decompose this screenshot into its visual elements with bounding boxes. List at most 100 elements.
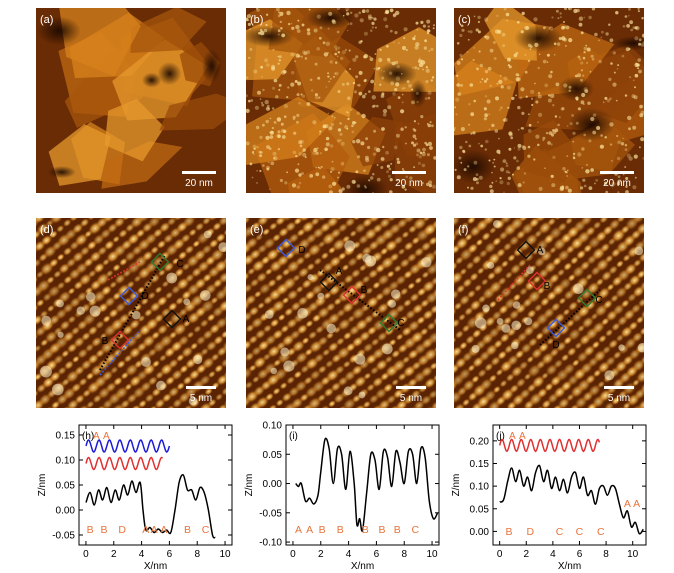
site-marker-label: C <box>176 259 183 270</box>
y-tick-label: 0.10 <box>470 482 490 493</box>
x-tick-label: 6 <box>167 549 173 560</box>
site-marker <box>319 272 339 292</box>
y-tick-label: -0.10 <box>259 538 282 549</box>
y-tick-label: 0.00 <box>263 479 283 490</box>
x-tick-label: 4 <box>139 549 145 560</box>
site-label: B <box>378 524 385 536</box>
y-tick-label: 0.00 <box>56 506 76 517</box>
x-tick-label: 8 <box>401 549 407 560</box>
site-marker <box>516 240 536 260</box>
site-label: B <box>101 524 108 536</box>
site-marker <box>546 318 566 338</box>
site-marker <box>527 271 547 291</box>
site-marker-label: A <box>183 314 190 325</box>
site-label: A <box>509 431 516 442</box>
site-label: A <box>142 524 149 536</box>
site-label: C <box>412 524 420 536</box>
site-label: A <box>93 431 100 442</box>
y-tick-label: 0.15 <box>470 459 490 470</box>
x-tick-label: 0 <box>83 549 89 560</box>
site-label: A <box>295 524 302 536</box>
site-marker <box>276 238 296 258</box>
site-marker <box>379 313 399 333</box>
x-axis-label: X/nm <box>144 561 167 572</box>
panel-label: (f) <box>458 224 468 236</box>
site-label: A <box>151 524 158 536</box>
plot-frame <box>285 424 440 546</box>
profile-line <box>99 254 166 371</box>
afm-panel-c <box>454 8 644 193</box>
y-tick-label: 0.05 <box>56 481 76 492</box>
panel-label: (a) <box>40 14 53 26</box>
profile-series <box>85 456 164 471</box>
site-label: D <box>526 526 534 538</box>
scale-bar-label: 20 nm <box>603 178 631 189</box>
scale-bar-label: 5 nm <box>190 393 212 404</box>
x-tick-label: 8 <box>194 549 200 560</box>
scale-bar <box>604 386 634 389</box>
x-tick-label: 6 <box>577 549 583 560</box>
site-label: A <box>624 498 631 510</box>
profile-line <box>497 264 531 301</box>
site-label: B <box>394 524 401 536</box>
chart-2: 0 2 4 6 8 100.000.050.100.150.20X/nmZ/nm(j) A A… <box>451 424 647 572</box>
site-label: B <box>319 524 326 536</box>
scale-bar <box>182 171 216 174</box>
site-label: C <box>202 524 210 536</box>
afm-panel-a <box>36 8 226 193</box>
panel-label: (b) <box>250 14 263 26</box>
x-tick-label: 2 <box>523 549 529 560</box>
plot-frame <box>492 424 647 546</box>
site-marker-label: D <box>298 245 305 256</box>
panel-label: (h) <box>82 431 94 442</box>
y-tick-label: -0.05 <box>259 508 282 519</box>
y-axis-label: Z/nm <box>244 474 255 497</box>
site-label: A <box>160 524 167 536</box>
y-axis-label: Z/nm <box>451 474 462 497</box>
x-tick-label: 8 <box>603 549 609 560</box>
x-tick-label: 0 <box>290 549 296 560</box>
site-marker <box>342 285 362 305</box>
site-label: A <box>103 431 110 442</box>
y-tick-label: 0.05 <box>470 504 490 515</box>
site-marker-label: A <box>537 245 544 256</box>
site-label: B <box>362 524 369 536</box>
x-tick-label: 4 <box>346 549 352 560</box>
site-marker-label: D <box>141 291 148 302</box>
y-tick-label: 0.05 <box>263 450 283 461</box>
profile-series <box>85 473 216 539</box>
y-tick-label: 0.10 <box>263 421 283 432</box>
profile-series <box>295 437 439 532</box>
afm-panel-b <box>246 8 436 193</box>
scale-bar <box>392 171 426 174</box>
y-tick-label: 0.20 <box>470 436 490 447</box>
y-tick-label: 0.10 <box>56 456 76 467</box>
afm-panel-e <box>246 218 436 408</box>
profile-series <box>498 438 601 453</box>
scale-bar-label: 20 nm <box>395 178 423 189</box>
site-label: C <box>597 526 605 538</box>
y-tick-label: 0.15 <box>56 431 76 442</box>
site-marker-label: B <box>102 336 109 347</box>
x-tick-label: 10 <box>219 549 231 560</box>
profile-series <box>85 439 171 453</box>
site-marker <box>150 252 170 272</box>
site-marker <box>110 330 130 350</box>
x-tick-label: 2 <box>111 549 117 560</box>
panel-label: (i) <box>289 431 298 442</box>
x-tick-label: 4 <box>550 549 556 560</box>
site-marker-label: A <box>336 266 343 277</box>
y-tick-label: 0.00 <box>470 527 490 538</box>
x-tick-label: 10 <box>426 549 438 560</box>
site-marker-label: B <box>361 285 368 296</box>
scale-bar <box>186 386 216 389</box>
x-tick-label: 0 <box>497 549 503 560</box>
y-axis-label: Z/nm <box>37 474 48 497</box>
site-marker-label: B <box>544 281 551 292</box>
scale-bar <box>396 386 426 389</box>
site-label: A <box>306 524 313 536</box>
site-marker <box>119 286 139 306</box>
chart-1: 0 2 4 6 8 10 -0.10 -0.05 0.00 0.05 0.10 X/nm Z/nm (i)… <box>244 421 440 572</box>
profile-series <box>499 464 644 535</box>
